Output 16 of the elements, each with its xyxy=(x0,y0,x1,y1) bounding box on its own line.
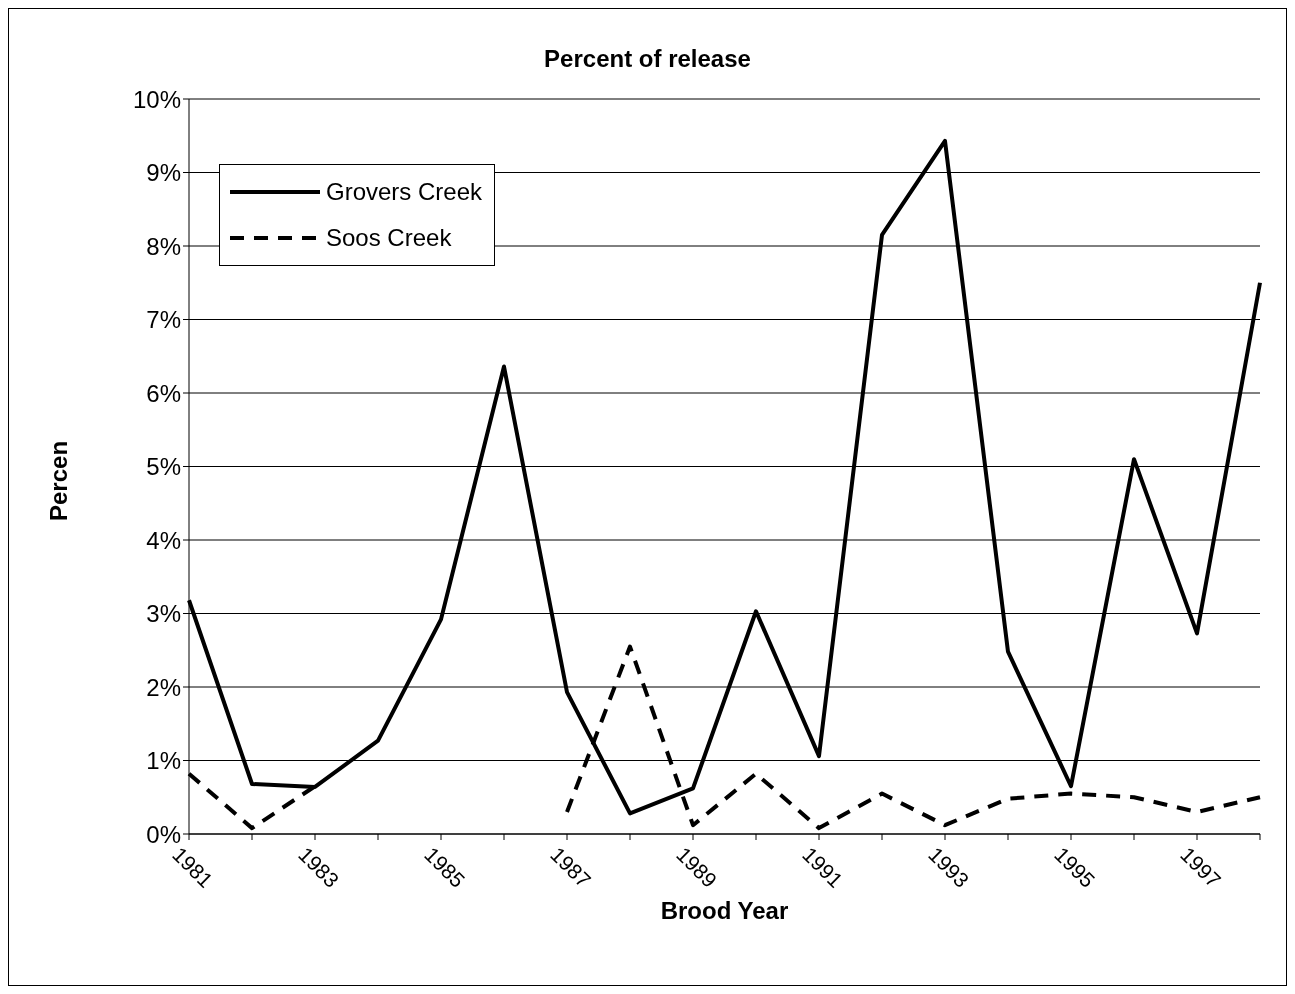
y-tick-label: 10% xyxy=(132,85,181,113)
x-axis-title: Brood Year xyxy=(660,897,789,924)
y-tick-label: 8% xyxy=(146,232,181,260)
y-tick-label: 0% xyxy=(146,820,181,848)
y-tick-label: 1% xyxy=(146,747,181,775)
legend-label: Soos Creek xyxy=(326,224,452,252)
y-tick-label: 6% xyxy=(146,379,181,407)
y-tick-label: 3% xyxy=(146,600,181,628)
y-tick-label: 9% xyxy=(146,159,181,187)
y-tick-label: 7% xyxy=(146,306,181,334)
chart-title: Percent of release xyxy=(543,45,752,73)
y-tick-label: 2% xyxy=(146,673,181,701)
y-tick-label: 5% xyxy=(146,453,181,481)
legend-label: Grovers Creek xyxy=(326,178,483,206)
y-axis-title: Percen xyxy=(45,440,73,521)
y-tick-label: 4% xyxy=(146,526,181,554)
